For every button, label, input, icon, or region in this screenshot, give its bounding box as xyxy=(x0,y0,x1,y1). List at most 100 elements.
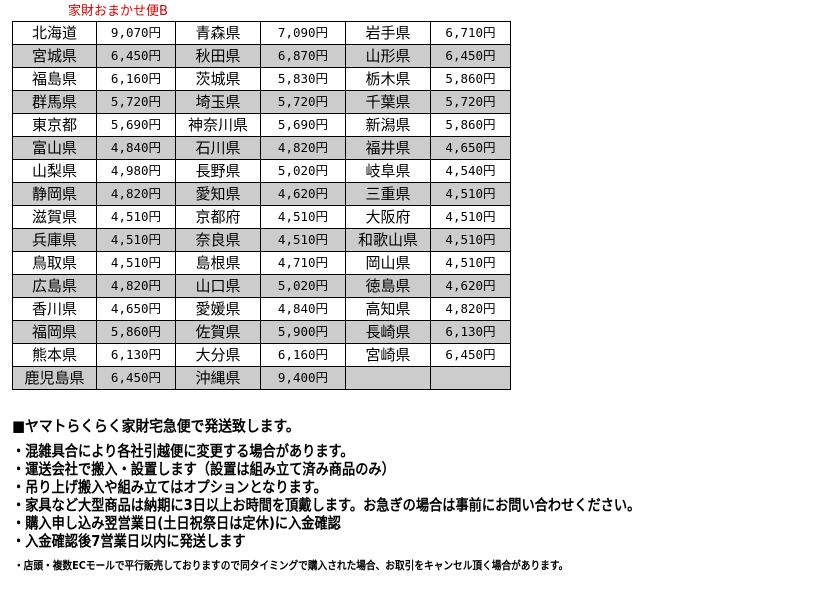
table-row: 滋賀県 4,510円 京都府 4,510円 大阪府 4,510円 xyxy=(12,205,511,229)
price-cell: 6,450円 xyxy=(430,44,511,68)
price-cell: 6,450円 xyxy=(96,44,176,68)
prefecture-cell: 香川県 xyxy=(12,297,97,321)
price-cell: 4,510円 xyxy=(260,205,346,229)
prefecture-cell: 静岡県 xyxy=(12,182,97,206)
prefecture-cell: 和歌山県 xyxy=(345,228,431,252)
note-item: ・購入申し込み翌営業日(土日祝祭日は定休)に入金確認 xyxy=(12,514,341,532)
prefecture-cell: 大分県 xyxy=(175,343,261,367)
prefecture-cell: 栃木県 xyxy=(345,67,431,91)
prefecture-cell: 岩手県 xyxy=(345,21,431,45)
prefecture-cell: 長崎県 xyxy=(345,320,431,344)
table-row: 香川県 4,650円 愛媛県 4,840円 高知県 4,820円 xyxy=(12,297,511,321)
price-cell: 5,720円 xyxy=(430,90,511,114)
prefecture-cell: 長野県 xyxy=(175,159,261,183)
prefecture-cell: 奈良県 xyxy=(175,228,261,252)
price-cell: 6,160円 xyxy=(260,343,346,367)
prefecture-cell: 秋田県 xyxy=(175,44,261,68)
price-cell: 4,840円 xyxy=(96,136,176,160)
footnote: ・店頭・複数ECモールで平行販売しておりますので同タイミングで購入された場合、お… xyxy=(14,559,569,572)
price-cell: 4,650円 xyxy=(430,136,511,160)
table-row: 兵庫県 4,510円 奈良県 4,510円 和歌山県 4,510円 xyxy=(12,228,511,252)
prefecture-cell: 東京都 xyxy=(12,113,97,137)
price-cell: 5,860円 xyxy=(96,320,176,344)
price-cell: 4,510円 xyxy=(96,251,176,275)
note-item: ・運送会社で搬入・設置します（設置は組み立て済み商品のみ） xyxy=(12,460,395,478)
prefecture-cell: 京都府 xyxy=(175,205,261,229)
price-cell: 6,130円 xyxy=(430,320,511,344)
table-row: 宮城県 6,450円 秋田県 6,870円 山形県 6,450円 xyxy=(12,44,511,68)
price-cell: 4,620円 xyxy=(430,274,511,298)
price-cell: 5,020円 xyxy=(260,274,346,298)
table-row: 北海道 9,070円 青森県 7,090円 岩手県 6,710円 xyxy=(12,21,511,45)
table-row: 鹿児島県 6,450円 沖縄県 9,400円 xyxy=(12,366,511,390)
price-cell: 5,690円 xyxy=(96,113,176,137)
price-cell: 6,710円 xyxy=(430,21,511,45)
prefecture-cell: 青森県 xyxy=(175,21,261,45)
price-cell: 6,130円 xyxy=(96,343,176,367)
price-cell: 4,840円 xyxy=(260,297,346,321)
prefecture-cell: 福岡県 xyxy=(12,320,97,344)
prefecture-cell: 山梨県 xyxy=(12,159,97,183)
prefecture-cell: 島根県 xyxy=(175,251,261,275)
price-cell: 6,450円 xyxy=(96,366,176,390)
price-cell: 4,820円 xyxy=(430,297,511,321)
table-row: 福島県 6,160円 茨城県 5,830円 栃木県 5,860円 xyxy=(12,67,511,91)
prefecture-cell: 神奈川県 xyxy=(175,113,261,137)
price-cell: 4,820円 xyxy=(96,274,176,298)
prefecture-cell: 山形県 xyxy=(345,44,431,68)
prefecture-cell: 愛知県 xyxy=(175,182,261,206)
price-cell: 4,650円 xyxy=(96,297,176,321)
note-item: ・吊り上げ搬入や組み立てはオプションとなります。 xyxy=(12,478,327,496)
table-row: 鳥取県 4,510円 島根県 4,710円 岡山県 4,510円 xyxy=(12,251,511,275)
table-row: 富山県 4,840円 石川県 4,820円 福井県 4,650円 xyxy=(12,136,511,160)
price-cell: 4,620円 xyxy=(260,182,346,206)
prefecture-cell: 三重県 xyxy=(345,182,431,206)
price-cell: 5,860円 xyxy=(430,67,511,91)
price-cell: 4,540円 xyxy=(430,159,511,183)
price-cell: 5,830円 xyxy=(260,67,346,91)
shipping-rate-table: 北海道 9,070円 青森県 7,090円 岩手県 6,710円 宮城県 6,450円 秋田県 6… xyxy=(12,21,511,390)
price-cell: 4,820円 xyxy=(96,182,176,206)
prefecture-cell: 徳島県 xyxy=(345,274,431,298)
price-cell: 4,510円 xyxy=(260,228,346,252)
prefecture-cell: 石川県 xyxy=(175,136,261,160)
table-row: 東京都 5,690円 神奈川県 5,690円 新潟県 5,860円 xyxy=(12,113,511,137)
prefecture-cell: 鳥取県 xyxy=(12,251,97,275)
prefecture-cell: 茨城県 xyxy=(175,67,261,91)
price-cell: 6,450円 xyxy=(430,343,511,367)
prefecture-cell: 滋賀県 xyxy=(12,205,97,229)
table-row: 広島県 4,820円 山口県 5,020円 徳島県 4,620円 xyxy=(12,274,511,298)
prefecture-cell: 愛媛県 xyxy=(175,297,261,321)
price-cell: 6,160円 xyxy=(96,67,176,91)
price-cell xyxy=(430,366,511,390)
prefecture-cell: 大阪府 xyxy=(345,205,431,229)
price-cell: 5,690円 xyxy=(260,113,346,137)
prefecture-cell: 広島県 xyxy=(12,274,97,298)
note-item: ・家具など大型商品は納期に3日以上お時間を頂戴します。お急ぎの場合は事前にお問い… xyxy=(12,496,641,514)
table-row: 山梨県 4,980円 長野県 5,020円 岐阜県 4,540円 xyxy=(12,159,511,183)
price-cell: 4,510円 xyxy=(96,228,176,252)
table-row: 福岡県 5,860円 佐賀県 5,900円 長崎県 6,130円 xyxy=(12,320,511,344)
prefecture-cell: 宮崎県 xyxy=(345,343,431,367)
price-cell: 5,900円 xyxy=(260,320,346,344)
price-cell: 5,020円 xyxy=(260,159,346,183)
price-cell: 9,070円 xyxy=(96,21,176,45)
price-cell: 7,090円 xyxy=(260,21,346,45)
price-cell: 4,510円 xyxy=(430,182,511,206)
prefecture-cell xyxy=(345,366,431,390)
table-row: 熊本県 6,130円 大分県 6,160円 宮崎県 6,450円 xyxy=(12,343,511,367)
price-cell: 5,860円 xyxy=(430,113,511,137)
price-cell: 4,820円 xyxy=(260,136,346,160)
price-cell: 5,720円 xyxy=(96,90,176,114)
prefecture-cell: 富山県 xyxy=(12,136,97,160)
price-cell: 5,720円 xyxy=(260,90,346,114)
prefecture-cell: 福島県 xyxy=(12,67,97,91)
price-cell: 4,510円 xyxy=(96,205,176,229)
note-item: ・入金確認後7営業日以内に発送します xyxy=(12,532,246,550)
prefecture-cell: 熊本県 xyxy=(12,343,97,367)
table-title: 家財おまかせ便B xyxy=(68,4,168,19)
price-cell: 4,710円 xyxy=(260,251,346,275)
prefecture-cell: 新潟県 xyxy=(345,113,431,137)
price-cell: 9,400円 xyxy=(260,366,346,390)
prefecture-cell: 岐阜県 xyxy=(345,159,431,183)
